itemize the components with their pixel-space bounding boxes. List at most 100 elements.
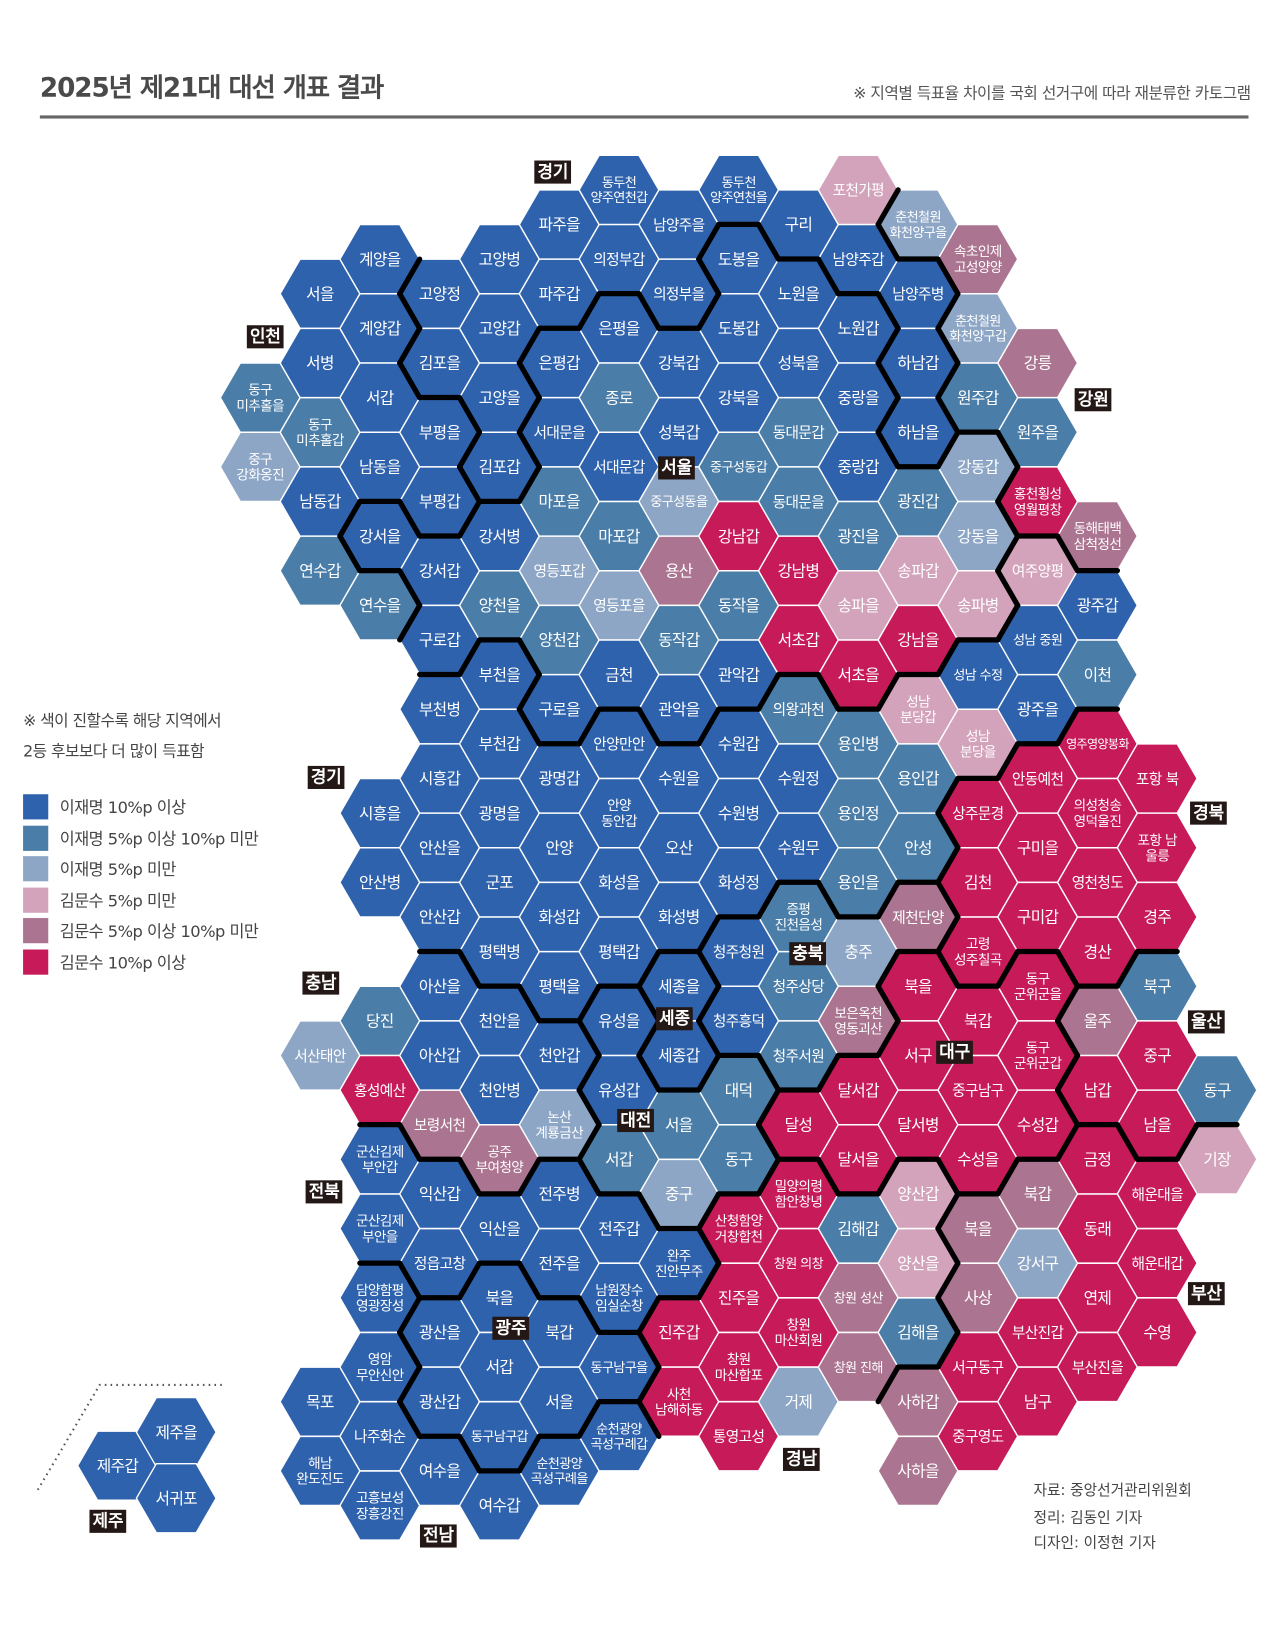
province-border bbox=[1114, 1122, 1140, 1162]
district-name: 거제 bbox=[785, 1392, 813, 1411]
district-name: 전주갑 bbox=[598, 1219, 640, 1238]
district-name: 광주갑 bbox=[1077, 596, 1119, 615]
district-name: 청주서원 bbox=[773, 1048, 824, 1065]
district-name: 속초인제 고성양양 bbox=[954, 244, 1003, 276]
district-name: 김천 bbox=[964, 873, 992, 892]
province-border bbox=[815, 1052, 841, 1093]
district-hex: 영천청도 bbox=[1056, 847, 1139, 918]
district-name: 금천 bbox=[605, 665, 633, 684]
province-border bbox=[1054, 983, 1081, 1024]
province-border bbox=[995, 533, 1021, 574]
province-border bbox=[995, 1156, 1021, 1197]
region-label-chungbuk: 충북 bbox=[789, 942, 827, 966]
district-hex: 수영 bbox=[1116, 1297, 1198, 1368]
district-name: 남양주병 bbox=[892, 286, 943, 303]
district-hex: 중구성동갑 bbox=[697, 431, 780, 503]
district-name: 동구 군위군갑 bbox=[1014, 1041, 1063, 1073]
district-hex: 서산태안 bbox=[279, 1020, 361, 1091]
district-hex: 동구남구을 bbox=[578, 1331, 660, 1403]
district-hex-shape bbox=[135, 1463, 217, 1534]
legend-item: 이재명 5%p 이상 10%p 미만 bbox=[23, 825, 259, 851]
province-border bbox=[576, 1122, 602, 1162]
province-border bbox=[636, 948, 662, 989]
district-name: 부천을 bbox=[479, 665, 521, 684]
province-border bbox=[935, 637, 961, 678]
district-hex: 노원을 bbox=[757, 258, 840, 329]
district-name: 강서병 bbox=[479, 527, 521, 546]
district-name: 안동예천 bbox=[1012, 771, 1064, 788]
province-border bbox=[875, 429, 901, 470]
province-border bbox=[337, 498, 363, 539]
province-border bbox=[636, 1399, 662, 1439]
district-name: 통영고성 bbox=[713, 1429, 764, 1446]
district-name: 고양정 bbox=[419, 284, 460, 303]
district-hex: 강북을 bbox=[697, 362, 780, 433]
district-hex: 안동예천 bbox=[996, 743, 1079, 814]
district-name: 여수갑 bbox=[479, 1496, 521, 1515]
province-border bbox=[456, 1156, 483, 1197]
province-border bbox=[755, 1052, 782, 1093]
district-name: 서을 bbox=[545, 1392, 573, 1411]
district-hex: 강북갑 bbox=[638, 327, 720, 399]
district-hex: 기장 bbox=[1176, 1124, 1258, 1195]
district-hex: 영등포을 bbox=[578, 570, 660, 641]
district-name: 부산진갑 bbox=[1012, 1325, 1064, 1342]
district-hex: 수원정 bbox=[757, 743, 840, 814]
province-border bbox=[1054, 949, 1081, 989]
district-name: 창원 성산 bbox=[834, 1291, 884, 1307]
district-name: 강서을 bbox=[359, 527, 401, 546]
district-name: 중구영도 bbox=[952, 1429, 1004, 1446]
district-name: 여주양평 bbox=[1012, 563, 1063, 580]
legend-note-line: ※ 색이 진할수록 해당 지역에서 bbox=[23, 711, 222, 731]
province-border bbox=[696, 706, 722, 747]
district-name: 강동갑 bbox=[957, 458, 999, 477]
legend-swatch bbox=[23, 949, 49, 975]
province-border bbox=[576, 1052, 602, 1093]
district-hex: 중랑갑 bbox=[817, 431, 899, 503]
district-hex: 제주을 bbox=[135, 1396, 217, 1468]
legend-label: 이재명 5%p 이상 10%p 미만 bbox=[59, 829, 259, 849]
district-hex: 관악을 bbox=[638, 674, 720, 745]
district-hex: 군산김제 부안갑 bbox=[339, 1124, 421, 1195]
district-name: 목포 bbox=[306, 1392, 334, 1411]
province-border bbox=[516, 325, 542, 366]
district-name: 서구 bbox=[904, 1046, 932, 1065]
district-hex: 양산갑 bbox=[877, 1158, 959, 1230]
district-name: 김해갑 bbox=[837, 1219, 879, 1238]
region-label-gyeonggi: 경기 bbox=[307, 765, 345, 789]
district-name: 창원 진해 bbox=[834, 1360, 883, 1376]
district-name: 구로갑 bbox=[419, 631, 461, 650]
region-label-sejong: 세종 bbox=[656, 1007, 694, 1031]
district-hex: 연수갑 bbox=[279, 535, 361, 606]
district-hex: 중구 bbox=[1116, 1020, 1198, 1091]
province-border bbox=[1174, 1122, 1200, 1162]
province-border bbox=[636, 1364, 662, 1405]
district-name: 송파병 bbox=[957, 596, 999, 615]
province-border bbox=[696, 1018, 722, 1059]
district-name: 동대문갑 bbox=[773, 425, 825, 442]
province-border bbox=[995, 602, 1021, 643]
province-border bbox=[696, 1226, 722, 1266]
district-name: 천안병 bbox=[479, 1081, 521, 1100]
district-name: 안산을 bbox=[419, 838, 461, 857]
district-hex: 금정 bbox=[1056, 1124, 1139, 1195]
district-name: 북갑 bbox=[964, 1012, 992, 1031]
district-hex: 홍성예산 bbox=[339, 1054, 421, 1126]
district-name: 서귀포 bbox=[156, 1489, 198, 1508]
district-name: 완주 진안무주 bbox=[655, 1248, 703, 1280]
district-name: 동구 미추홀을 bbox=[236, 383, 284, 415]
district-hex: 완주 진안무주 bbox=[638, 1228, 720, 1299]
title-divider bbox=[39, 115, 1249, 119]
district-name: 포항 남 울릉 bbox=[1138, 833, 1179, 865]
province-border bbox=[516, 1156, 542, 1197]
region-label-ulsan: 울산 bbox=[1187, 1010, 1226, 1034]
district-name: 구로을 bbox=[538, 700, 580, 719]
district-hex: 수원을 bbox=[638, 743, 720, 814]
district-name: 순천광양 곡성구례을 bbox=[531, 1456, 589, 1487]
district-hex: 동두천 양주연천갑 bbox=[578, 154, 660, 226]
district-name: 남을 bbox=[1143, 1115, 1171, 1134]
district-name: 보은옥천 영동괴산 bbox=[834, 1006, 883, 1038]
province-border bbox=[995, 429, 1021, 470]
district-name: 춘천철원 화천양구을 bbox=[889, 210, 947, 241]
province-border bbox=[636, 1295, 662, 1335]
